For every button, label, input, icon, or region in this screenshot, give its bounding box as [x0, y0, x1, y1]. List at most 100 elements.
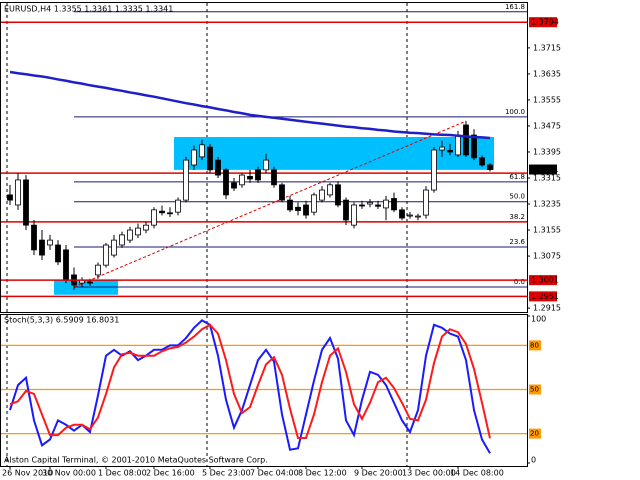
- candle-body: [127, 229, 133, 241]
- candle-body: [31, 224, 37, 251]
- candle-body: [271, 169, 277, 186]
- candle-body: [415, 215, 421, 218]
- candle-body: [335, 184, 341, 206]
- y-tick-label: 1.3715: [533, 43, 561, 52]
- candle-body: [47, 239, 53, 246]
- candle-body: [191, 149, 197, 166]
- x-tick-label: 5 Dec 23:00: [202, 469, 251, 478]
- candle-body: [207, 146, 213, 171]
- y-tick-label: 1.3315: [533, 173, 561, 182]
- price-panel: [0, 2, 528, 313]
- candle-body: [183, 159, 189, 201]
- candle-body: [247, 175, 253, 180]
- trendline: [73, 120, 467, 288]
- candle-body: [175, 199, 181, 213]
- candle-body: [15, 179, 21, 206]
- candle-body: [455, 134, 461, 156]
- candle-body: [359, 204, 365, 207]
- candle-body: [343, 199, 349, 221]
- y-tick-label: 0: [531, 456, 536, 465]
- candle-body: [439, 146, 445, 151]
- x-tick-label: 26 Nov 2010: [2, 469, 53, 478]
- stoch-panel: [0, 314, 528, 467]
- candle-body: [295, 206, 301, 211]
- candle-body: [303, 204, 309, 216]
- stoch-line: [9, 319, 491, 454]
- header: EURUSD,H4 1.3355 1.3361 1.3335 1.3341: [4, 5, 173, 14]
- bid-box: [529, 164, 557, 175]
- y-tick-label: 1.3155: [533, 226, 561, 235]
- candle-body: [479, 157, 485, 166]
- x-tick-label: 13 Dec 00:00: [402, 469, 456, 478]
- candle-body: [327, 184, 333, 196]
- x-tick-label: 7 Dec 04:00: [250, 469, 299, 478]
- x-tick-label: 30 Nov 00:00: [42, 469, 96, 478]
- candle-body: [463, 124, 469, 156]
- y-tick-label: 1.3555: [533, 95, 561, 104]
- level-box: [529, 17, 557, 28]
- candle-body: [143, 224, 149, 231]
- level-box: [529, 275, 557, 286]
- y-tick-label: 1.3395: [533, 147, 561, 156]
- fib-label: 100.0: [505, 108, 525, 116]
- candle-body: [279, 184, 285, 201]
- candle-body: [311, 194, 317, 213]
- x-tick-label: 8 Dec 12:00: [298, 469, 347, 478]
- fib-label: 161.8: [505, 3, 525, 11]
- moving-average: [9, 70, 491, 140]
- candle-body: [23, 179, 29, 226]
- candle-body: [231, 182, 237, 189]
- candle-body: [375, 204, 381, 207]
- candle-body: [103, 244, 109, 266]
- candle-body: [63, 249, 69, 281]
- bid-label: 1.3341: [531, 165, 559, 174]
- candle-body: [263, 159, 269, 171]
- candle-body: [55, 244, 61, 263]
- candle-body: [367, 201, 373, 205]
- y-tick-label: 100: [531, 315, 546, 324]
- y-tick-label: 1.3075: [533, 252, 561, 261]
- candle-body: [383, 199, 389, 209]
- fib-label: 50.0: [509, 193, 525, 201]
- candle-body: [215, 159, 221, 176]
- stoch-title: Stoch(5,3,3) 6.5909 16.8031: [4, 316, 119, 325]
- plot: 1.3715 1.3635 1.3555 1.3475 1.3395 1.3315 1.32…: [1, 3, 561, 478]
- fib-label: 0.0: [514, 278, 525, 286]
- candle-body: [431, 149, 437, 191]
- candle-body: [423, 189, 429, 216]
- zone: [174, 137, 494, 170]
- fib-label: 23.6: [509, 238, 525, 246]
- candle-body: [471, 134, 477, 159]
- candle-body: [287, 199, 293, 211]
- candle-body: [167, 212, 173, 215]
- level-box: [529, 428, 541, 439]
- fib-label: 38.2: [509, 213, 525, 221]
- level-label: 20: [530, 430, 539, 438]
- level-box: [529, 291, 557, 302]
- candle-body: [119, 234, 125, 246]
- level-label: 1.2951: [531, 292, 559, 301]
- candle-body: [255, 169, 261, 181]
- candle-body: [399, 209, 405, 219]
- x-tick-label: 2 Dec 16:00: [146, 469, 195, 478]
- candle-body: [87, 281, 93, 284]
- candle-body: [7, 194, 13, 201]
- y-tick-label: 1.3475: [533, 121, 561, 130]
- footer: Alston Capital Terminal, © 2001-2010 Met…: [4, 456, 268, 465]
- level-label: 80: [530, 341, 539, 349]
- level-box: [529, 340, 541, 351]
- candle-body: [239, 174, 245, 186]
- candle-body: [111, 239, 117, 256]
- y-tick-label: 1.3235: [533, 200, 561, 209]
- level-label: 1.3794: [531, 18, 559, 27]
- candle-body: [39, 239, 45, 256]
- stoch-line: [9, 323, 491, 440]
- period-separators: [6, 3, 408, 466]
- fib-label: 61.8: [509, 173, 525, 181]
- candle-body: [159, 210, 165, 214]
- candle-body: [447, 149, 453, 153]
- candle-body: [199, 144, 205, 158]
- y-tick-label: 1.3635: [533, 69, 561, 78]
